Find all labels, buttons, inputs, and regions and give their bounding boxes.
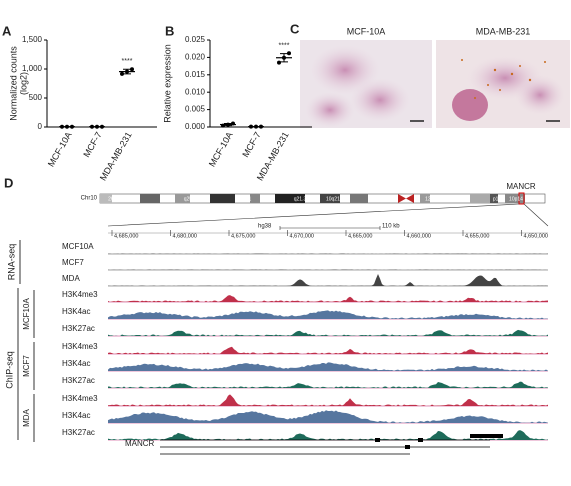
coord-label: 4,670,000 xyxy=(290,233,314,239)
exon xyxy=(375,438,380,442)
track-label: H3K4me3 xyxy=(62,342,98,351)
band-label: 26.3 xyxy=(108,196,118,202)
coord-label: 4,685,000 xyxy=(114,233,138,239)
group-label: RNA-seq xyxy=(6,244,16,281)
significance: **** xyxy=(122,58,133,65)
y-axis-label: Relative expression xyxy=(162,44,172,123)
y-tick-label: 1,500 xyxy=(22,35,43,44)
y-tick-label: 0.010 xyxy=(185,87,206,96)
dot xyxy=(277,61,281,65)
panel-label: A xyxy=(2,23,12,38)
chromosome-band xyxy=(470,194,490,203)
subgroup-label: MDA xyxy=(22,408,31,426)
subgroup-label: MCF10A xyxy=(22,298,31,330)
exon xyxy=(418,438,423,442)
panel-label: D xyxy=(4,175,13,190)
band-label: 12.1 xyxy=(425,196,435,202)
coord-label: 4,655,000 xyxy=(465,233,489,239)
group-label: ChIP-seq xyxy=(4,351,14,389)
chromosome-label: Chr10 xyxy=(81,196,98,202)
track-label: MCF7 xyxy=(62,258,84,267)
y-tick-label: 500 xyxy=(29,93,43,102)
track-label: MCF10A xyxy=(62,242,94,251)
image-label: MDA-MB-231 xyxy=(476,26,531,36)
x-tick-label: MCF-7 xyxy=(240,130,262,159)
scale: 110 kb xyxy=(382,224,400,230)
track-label: H3K27ac xyxy=(62,428,95,437)
chromosome-band xyxy=(350,194,368,203)
signal-track xyxy=(108,310,548,319)
assembly: hg38 xyxy=(258,224,272,230)
exon xyxy=(405,445,410,449)
y-tick-label: 0.000 xyxy=(185,122,206,131)
band-label: q25.1 xyxy=(184,196,197,202)
y-tick-label: 0.020 xyxy=(185,53,206,62)
subgroup-label: MCF7 xyxy=(22,355,31,377)
signal-track xyxy=(108,394,548,406)
band-label: 10q21.1 xyxy=(326,196,344,202)
coord-label: 4,665,000 xyxy=(348,233,372,239)
x-tick-label: MCF-10A xyxy=(207,130,235,168)
panel-c-images xyxy=(300,40,570,128)
coord-label: 4,650,000 xyxy=(524,233,548,239)
y-axis-label: (log2) xyxy=(18,72,28,95)
zoom-lines xyxy=(108,204,548,226)
panel-label: B xyxy=(165,23,174,38)
coord-label: 4,680,000 xyxy=(173,233,197,239)
track-label: H3K27ac xyxy=(62,324,95,333)
track-label: H3K4ac xyxy=(62,307,90,316)
gene-marker: MANCR xyxy=(506,182,536,191)
y-tick-label: 1,000 xyxy=(22,64,43,73)
band-label: p13 xyxy=(493,196,502,202)
y-tick-label: 0.015 xyxy=(185,70,206,79)
signal-track xyxy=(108,362,548,371)
y-tick-label: 0.005 xyxy=(185,105,206,114)
signal-track xyxy=(108,274,548,286)
coord-label: 4,660,000 xyxy=(407,233,431,239)
track-label: H3K4me3 xyxy=(62,394,98,403)
signal-track xyxy=(108,330,548,336)
gene-label: MANCR xyxy=(125,439,155,448)
signal-track xyxy=(108,347,548,354)
track-label: MDA xyxy=(62,274,80,283)
band-label: q23.1 xyxy=(239,196,252,202)
y-tick-label: 0.025 xyxy=(185,35,206,44)
x-tick-label: MDA-MB-231 xyxy=(98,130,134,182)
coord-label: 4,675,000 xyxy=(231,233,255,239)
y-tick-label: 0 xyxy=(38,122,43,131)
x-tick-label: MCF-10A xyxy=(46,130,74,168)
chromosome-band xyxy=(210,194,235,203)
gene-model xyxy=(160,440,490,454)
band-label: 10p14 xyxy=(509,196,523,202)
chromosome-band xyxy=(140,194,160,203)
significance: **** xyxy=(279,42,290,49)
scale-bar xyxy=(280,226,380,230)
exon xyxy=(485,434,503,438)
panel-label: C xyxy=(290,21,300,36)
band-label: q21.3 xyxy=(294,196,307,202)
signal-track xyxy=(108,410,548,423)
image-label: MCF-10A xyxy=(347,26,386,36)
track-label: H3K4me3 xyxy=(62,290,98,299)
signal-track xyxy=(108,295,548,302)
track-label: H3K4ac xyxy=(62,359,90,368)
chromosome-band xyxy=(250,194,260,203)
x-tick-label: MCF-7 xyxy=(81,130,103,159)
y-axis-label: Normalized counts xyxy=(8,46,18,121)
track-label: H3K4ac xyxy=(62,411,90,420)
signal-track xyxy=(108,382,548,388)
track-label: H3K27ac xyxy=(62,376,95,385)
